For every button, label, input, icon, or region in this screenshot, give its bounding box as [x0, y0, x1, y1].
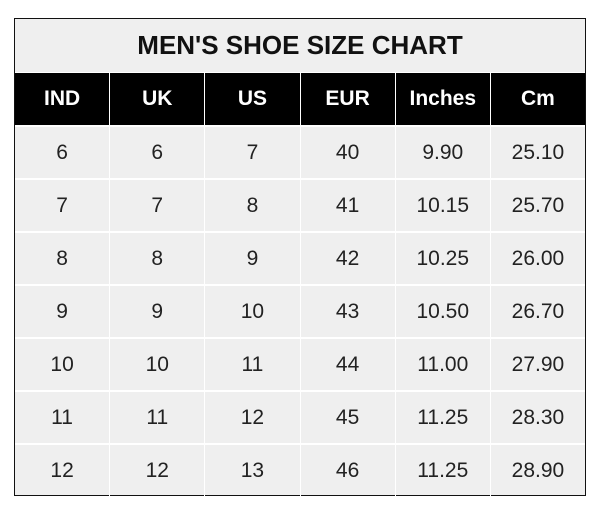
table-cell: 45 — [301, 392, 396, 443]
table-cell: 42 — [301, 233, 396, 284]
table-cell: 41 — [301, 180, 396, 231]
table-cell: 11.25 — [396, 392, 491, 443]
table-cell: 11.00 — [396, 339, 491, 390]
table-cell: 25.10 — [511, 140, 565, 164]
table-cell: 12 — [205, 392, 301, 443]
table-cell: 9 — [15, 286, 111, 337]
table-cell: 28.30 — [511, 405, 565, 429]
table-cell: 40 — [301, 127, 396, 178]
table-cell: 46 — [301, 445, 396, 496]
table-cell: 11 — [205, 339, 301, 390]
header-row: IND UK US EUR Inches Cm — [15, 73, 585, 125]
table-cell: 12 — [110, 445, 206, 496]
table-cell: 10 — [205, 286, 301, 337]
table-cell: 44 — [301, 339, 396, 390]
table-row: 9 9 10 43 10.50 26.70 — [15, 284, 585, 337]
table-cell: 10 — [110, 339, 206, 390]
size-chart-table: MEN'S SHOE SIZE CHART IND UK US EUR Inches Cm… — [14, 18, 586, 496]
table-cell: 26.00 — [511, 246, 565, 270]
table-cell: 28.90 — [511, 458, 565, 482]
column-header-cm: Cm — [521, 87, 555, 110]
table-cell: 10.25 — [396, 233, 491, 284]
table-cell: 12 — [15, 445, 111, 496]
table-cell: 13 — [205, 445, 301, 496]
column-header-ind: IND — [15, 73, 111, 125]
table-cell: 9 — [110, 286, 206, 337]
table-cell: 10 — [15, 339, 111, 390]
table-cell: 6 — [110, 127, 206, 178]
table-cell: 26.70 — [511, 299, 565, 323]
column-header-uk: UK — [110, 73, 206, 125]
table-row: 10 10 11 44 11.00 27.90 — [15, 337, 585, 390]
table-cell: 25.70 — [511, 193, 565, 217]
table-cell: 7 — [15, 180, 111, 231]
table-cell: 11 — [110, 392, 206, 443]
table-cell: 6 — [15, 127, 111, 178]
table-row: 7 7 8 41 10.15 25.70 — [15, 178, 585, 231]
table-cell: 8 — [15, 233, 111, 284]
table-cell: 9.90 — [396, 127, 491, 178]
table-cell: 10.15 — [396, 180, 491, 231]
column-header-eur: EUR — [301, 73, 396, 125]
column-header-us: US — [205, 73, 301, 125]
table-cell: 11.25 — [396, 445, 491, 496]
table-cell: 10.50 — [396, 286, 491, 337]
table-row: 12 12 13 46 11.25 28.90 — [15, 443, 585, 496]
table-row: 6 6 7 40 9.90 25.10 — [15, 125, 585, 178]
table-cell: 27.90 — [511, 352, 565, 376]
table-cell: 11 — [15, 392, 111, 443]
table-cell: 8 — [110, 233, 206, 284]
table-row: 8 8 9 42 10.25 26.00 — [15, 231, 585, 284]
table-cell: 7 — [205, 127, 301, 178]
table-row: 11 11 12 45 11.25 28.30 — [15, 390, 585, 443]
table-cell: 43 — [301, 286, 396, 337]
chart-title: MEN'S SHOE SIZE CHART — [15, 19, 585, 73]
table-cell: 9 — [205, 233, 301, 284]
table-cell: 8 — [205, 180, 301, 231]
table-cell: 7 — [110, 180, 206, 231]
column-header-inches: Inches — [396, 73, 491, 125]
